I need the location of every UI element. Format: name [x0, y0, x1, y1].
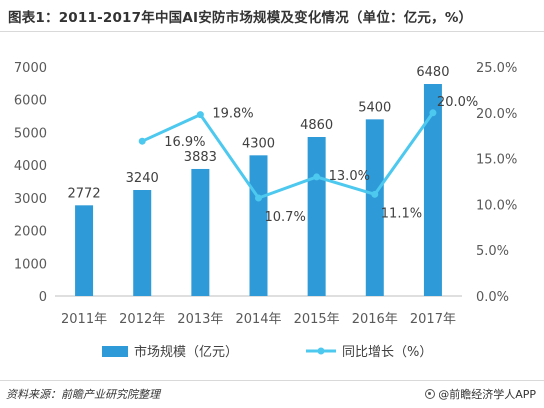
- bar-value-label: 2772: [68, 186, 101, 201]
- brand-logo-icon: [425, 389, 436, 399]
- x-tick-label: 2012年: [119, 312, 165, 327]
- growth-point: [196, 111, 204, 119]
- growth-value-labels: 16.9% 19.8% 10.7% 13.0% 11.1% 20.0%: [164, 95, 478, 225]
- y-right-tick-label: 15.0%: [476, 153, 517, 168]
- y-left-tick-label: 0: [39, 290, 47, 305]
- bar-value-labels: 2772 3240 3883 4300 4860 5400 6480: [68, 65, 450, 201]
- bar: [133, 190, 152, 296]
- bar: [75, 205, 94, 296]
- brand-text: @前瞻经济学人APP: [438, 388, 536, 401]
- growth-value-label: 10.7%: [265, 210, 306, 225]
- growth-value-label: 13.0%: [329, 169, 370, 184]
- bar-value-label: 3883: [184, 150, 217, 165]
- y-left-tick-label: 3000: [14, 192, 47, 207]
- legend-label-line: 同比增长（%）: [342, 345, 432, 360]
- y-right-tick-label: 25.0%: [476, 61, 517, 76]
- x-axis: 2011年 2012年 2013年 2014年 2015年 2016年 2017年: [61, 312, 456, 327]
- legend: 市场规模（亿元） 同比增长（%）: [102, 344, 432, 360]
- bar-value-label: 4300: [242, 136, 275, 151]
- legend-swatch-marker: [317, 347, 325, 355]
- growth-line: [141, 111, 435, 200]
- title-divider: [0, 31, 544, 32]
- footer-divider: [0, 380, 544, 381]
- growth-value-label: 19.8%: [212, 107, 253, 122]
- y-left-tick-label: 6000: [14, 94, 47, 109]
- y-left-tick-label: 7000: [14, 61, 47, 76]
- legend-swatch-bar: [102, 346, 128, 357]
- bar: [423, 84, 442, 296]
- y-left-tick-label: 1000: [14, 257, 47, 272]
- growth-value-label: 20.0%: [437, 95, 478, 110]
- y-left-tick-label: 4000: [14, 159, 47, 174]
- bar-series: [75, 84, 442, 296]
- x-tick-label: 2014年: [235, 312, 281, 327]
- y-right-tick-label: 5.0%: [476, 244, 509, 259]
- bar-value-label: 3240: [126, 171, 159, 186]
- x-tick-label: 2017年: [410, 312, 456, 327]
- y-right-tick-label: 10.0%: [476, 198, 517, 213]
- x-tick-label: 2016年: [352, 312, 398, 327]
- bar: [191, 168, 210, 296]
- growth-line-series: [138, 109, 437, 202]
- legend-label-bar: 市场规模（亿元）: [134, 344, 238, 360]
- x-tick-label: 2013年: [177, 312, 223, 327]
- y-right-tick-label: 20.0%: [476, 107, 517, 122]
- bar: [365, 119, 384, 296]
- bar-value-label: 6480: [416, 65, 449, 80]
- growth-point: [138, 137, 146, 145]
- bar: [307, 137, 326, 296]
- bar: [249, 155, 268, 296]
- y-right-tick-label: 0.0%: [476, 290, 509, 305]
- x-tick-label: 2015年: [294, 312, 340, 327]
- y-left-tick-label: 2000: [14, 225, 47, 240]
- growth-value-label: 16.9%: [164, 135, 205, 150]
- x-tick-label: 2011年: [61, 312, 107, 327]
- growth-point: [429, 109, 437, 117]
- combo-chart: 0 1000 2000 3000 4000 5000 6000 7000 0.0% 5.0% 10…: [14, 61, 517, 360]
- growth-point: [313, 173, 321, 181]
- y-axis-left: 0 1000 2000 3000 4000 5000 6000 7000: [14, 61, 47, 305]
- growth-value-label: 11.1%: [381, 206, 422, 221]
- bar-value-label: 4860: [300, 118, 333, 133]
- growth-point: [371, 190, 379, 198]
- y-axis-right: 0.0% 5.0% 10.0% 15.0% 20.0% 25.0%: [476, 61, 517, 305]
- chart-title: 图表1：2011-2017年中国AI安防市场规模及变化情况（单位：亿元，%）: [8, 10, 473, 26]
- y-left-tick-label: 5000: [14, 126, 47, 141]
- brand-credit: @前瞻经济学人APP: [425, 386, 536, 402]
- source-note: 资料来源：前瞻产业研究院整理: [6, 388, 160, 401]
- bar-value-label: 5400: [358, 100, 391, 115]
- growth-point: [255, 194, 262, 202]
